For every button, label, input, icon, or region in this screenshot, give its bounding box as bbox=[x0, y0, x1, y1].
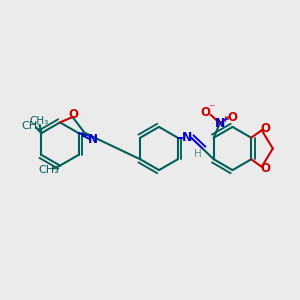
Text: N: N bbox=[214, 117, 225, 130]
Text: O: O bbox=[68, 108, 79, 122]
Text: +: + bbox=[221, 115, 229, 124]
Text: H: H bbox=[194, 149, 202, 160]
Text: ⁻: ⁻ bbox=[208, 102, 214, 115]
Text: CH₃: CH₃ bbox=[21, 121, 42, 131]
Text: CH₃: CH₃ bbox=[30, 116, 49, 126]
Text: O: O bbox=[260, 161, 270, 175]
Text: O: O bbox=[200, 106, 210, 119]
Text: O: O bbox=[228, 111, 238, 124]
Text: CH₃: CH₃ bbox=[38, 165, 59, 175]
Text: N: N bbox=[88, 133, 98, 146]
Text: O: O bbox=[260, 122, 270, 136]
Text: N: N bbox=[182, 130, 193, 144]
